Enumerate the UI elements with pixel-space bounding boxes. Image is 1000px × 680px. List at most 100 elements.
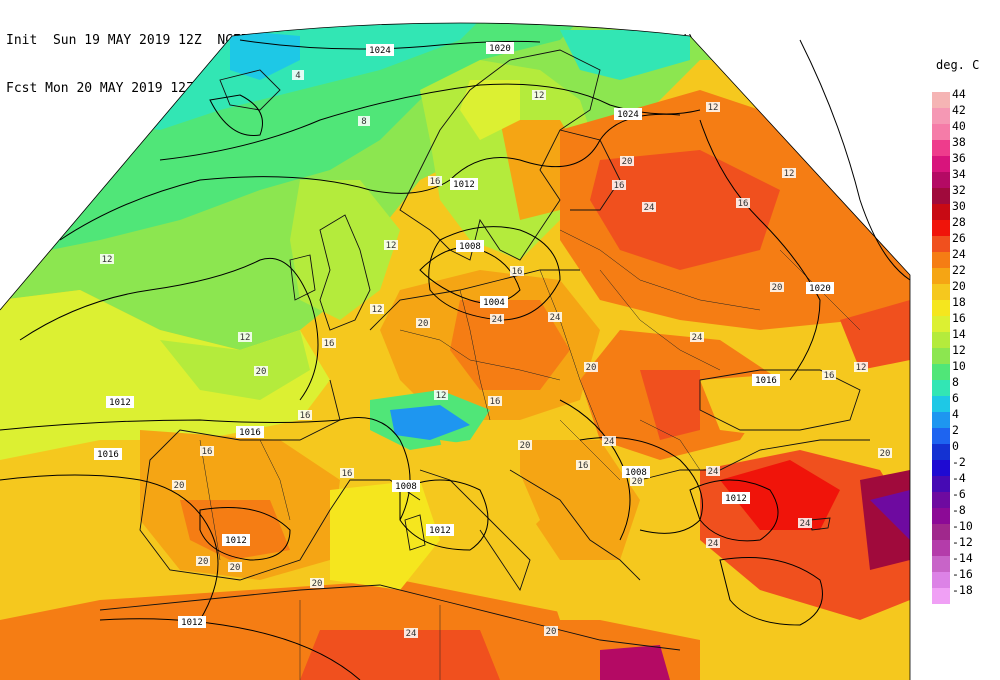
legend-label: 26	[952, 231, 966, 245]
legend-label: 16	[952, 311, 966, 325]
legend-swatch	[932, 460, 950, 476]
temp-label: 12	[854, 362, 868, 373]
svg-text:20: 20	[230, 563, 241, 573]
temp-label: 16	[576, 460, 590, 471]
temp-label: 20	[620, 156, 634, 167]
temp-label: 12	[384, 240, 398, 251]
legend-swatch	[932, 444, 950, 460]
isobar-label: 1012	[722, 492, 750, 504]
isobar-label: 1016	[94, 448, 122, 460]
svg-text:1020: 1020	[489, 44, 511, 54]
svg-text:24: 24	[692, 333, 703, 343]
isobar-label: 1008	[392, 480, 420, 492]
svg-text:16: 16	[300, 411, 311, 421]
temp-label: 16	[822, 370, 836, 381]
svg-text:16: 16	[324, 339, 335, 349]
svg-text:1016: 1016	[97, 450, 119, 460]
country-borders	[199, 229, 861, 680]
legend-label: 6	[952, 391, 959, 405]
svg-text:20: 20	[546, 627, 557, 637]
legend-label: 36	[952, 151, 966, 165]
svg-text:24: 24	[604, 437, 615, 447]
legend-label: 28	[952, 215, 966, 229]
temp-label: 24	[798, 518, 812, 529]
temp-label: 20	[310, 578, 324, 589]
temp-label: 12	[434, 390, 448, 401]
temp-label: 24	[642, 202, 656, 213]
svg-text:12: 12	[708, 103, 719, 113]
legend-swatch	[932, 108, 950, 124]
svg-text:1012: 1012	[109, 398, 131, 408]
legend-label: 20	[952, 279, 966, 293]
svg-text:12: 12	[856, 363, 867, 373]
temperature-labels: 4 8 12 16 12 12 16 12 12 16 20 24 16 12 …	[100, 70, 892, 639]
svg-text:20: 20	[880, 449, 891, 459]
temp-label: 20	[770, 282, 784, 293]
isobar-label: 1008	[456, 240, 484, 252]
legend-color-bar	[932, 92, 950, 604]
temp-label: 12	[706, 102, 720, 113]
svg-text:1012: 1012	[725, 494, 747, 504]
legend-swatch	[932, 140, 950, 156]
temp-label: 12	[782, 168, 796, 179]
temp-label: 24	[404, 628, 418, 639]
legend-swatch	[932, 508, 950, 524]
map-boundary	[0, 22, 911, 680]
temp-label: 24	[602, 436, 616, 447]
svg-text:16: 16	[824, 371, 835, 381]
legend-swatch	[932, 220, 950, 236]
legend-label: 34	[952, 167, 966, 181]
temp-label: 12	[100, 254, 114, 265]
isobar-label: 1008	[622, 466, 650, 478]
svg-text:20: 20	[174, 481, 185, 491]
isobar-label: 1012	[222, 534, 250, 546]
temp-label: 24	[690, 332, 704, 343]
legend-label: -10	[952, 519, 973, 533]
svg-text:1016: 1016	[239, 428, 261, 438]
legend-label: -6	[952, 487, 966, 501]
legend-label: 18	[952, 295, 966, 309]
legend-label: 0	[952, 439, 959, 453]
svg-text:24: 24	[800, 519, 811, 529]
legend-title: deg. C	[936, 58, 980, 72]
svg-text:20: 20	[198, 557, 209, 567]
isobar-label: 1012	[426, 524, 454, 536]
legend-swatch	[932, 348, 950, 364]
svg-text:16: 16	[490, 397, 501, 407]
svg-text:16: 16	[738, 199, 749, 209]
temp-label: 20	[196, 556, 210, 567]
temp-label: 16	[322, 338, 336, 349]
svg-text:20: 20	[772, 283, 783, 293]
svg-text:16: 16	[614, 181, 625, 191]
legend-swatch	[932, 428, 950, 444]
svg-text:1008: 1008	[625, 468, 647, 478]
legend-swatch	[932, 396, 950, 412]
svg-text:20: 20	[418, 319, 429, 329]
svg-text:1020: 1020	[809, 284, 831, 294]
legend-swatch	[932, 316, 950, 332]
temp-label: 20	[878, 448, 892, 459]
temp-label: 24	[706, 466, 720, 477]
svg-text:1008: 1008	[395, 482, 417, 492]
legend-label: 4	[952, 407, 959, 421]
legend-swatch	[932, 572, 950, 588]
legend-label: 32	[952, 183, 966, 197]
legend-label: 22	[952, 263, 966, 277]
svg-text:12: 12	[534, 91, 545, 101]
isobar-label: 1024	[614, 108, 642, 120]
legend-swatch	[932, 412, 950, 428]
svg-text:20: 20	[622, 157, 633, 167]
svg-text:12: 12	[102, 255, 113, 265]
legend-swatch	[932, 92, 950, 108]
temp-label: 12	[370, 304, 384, 315]
svg-text:1024: 1024	[369, 46, 391, 56]
legend-swatch	[932, 588, 950, 604]
svg-text:20: 20	[256, 367, 267, 377]
temp-label: 24	[706, 538, 720, 549]
legend-label: 10	[952, 359, 966, 373]
temp-label: 20	[544, 626, 558, 637]
svg-text:16: 16	[578, 461, 589, 471]
temp-label: 16	[488, 396, 502, 407]
legend-label: 24	[952, 247, 966, 261]
